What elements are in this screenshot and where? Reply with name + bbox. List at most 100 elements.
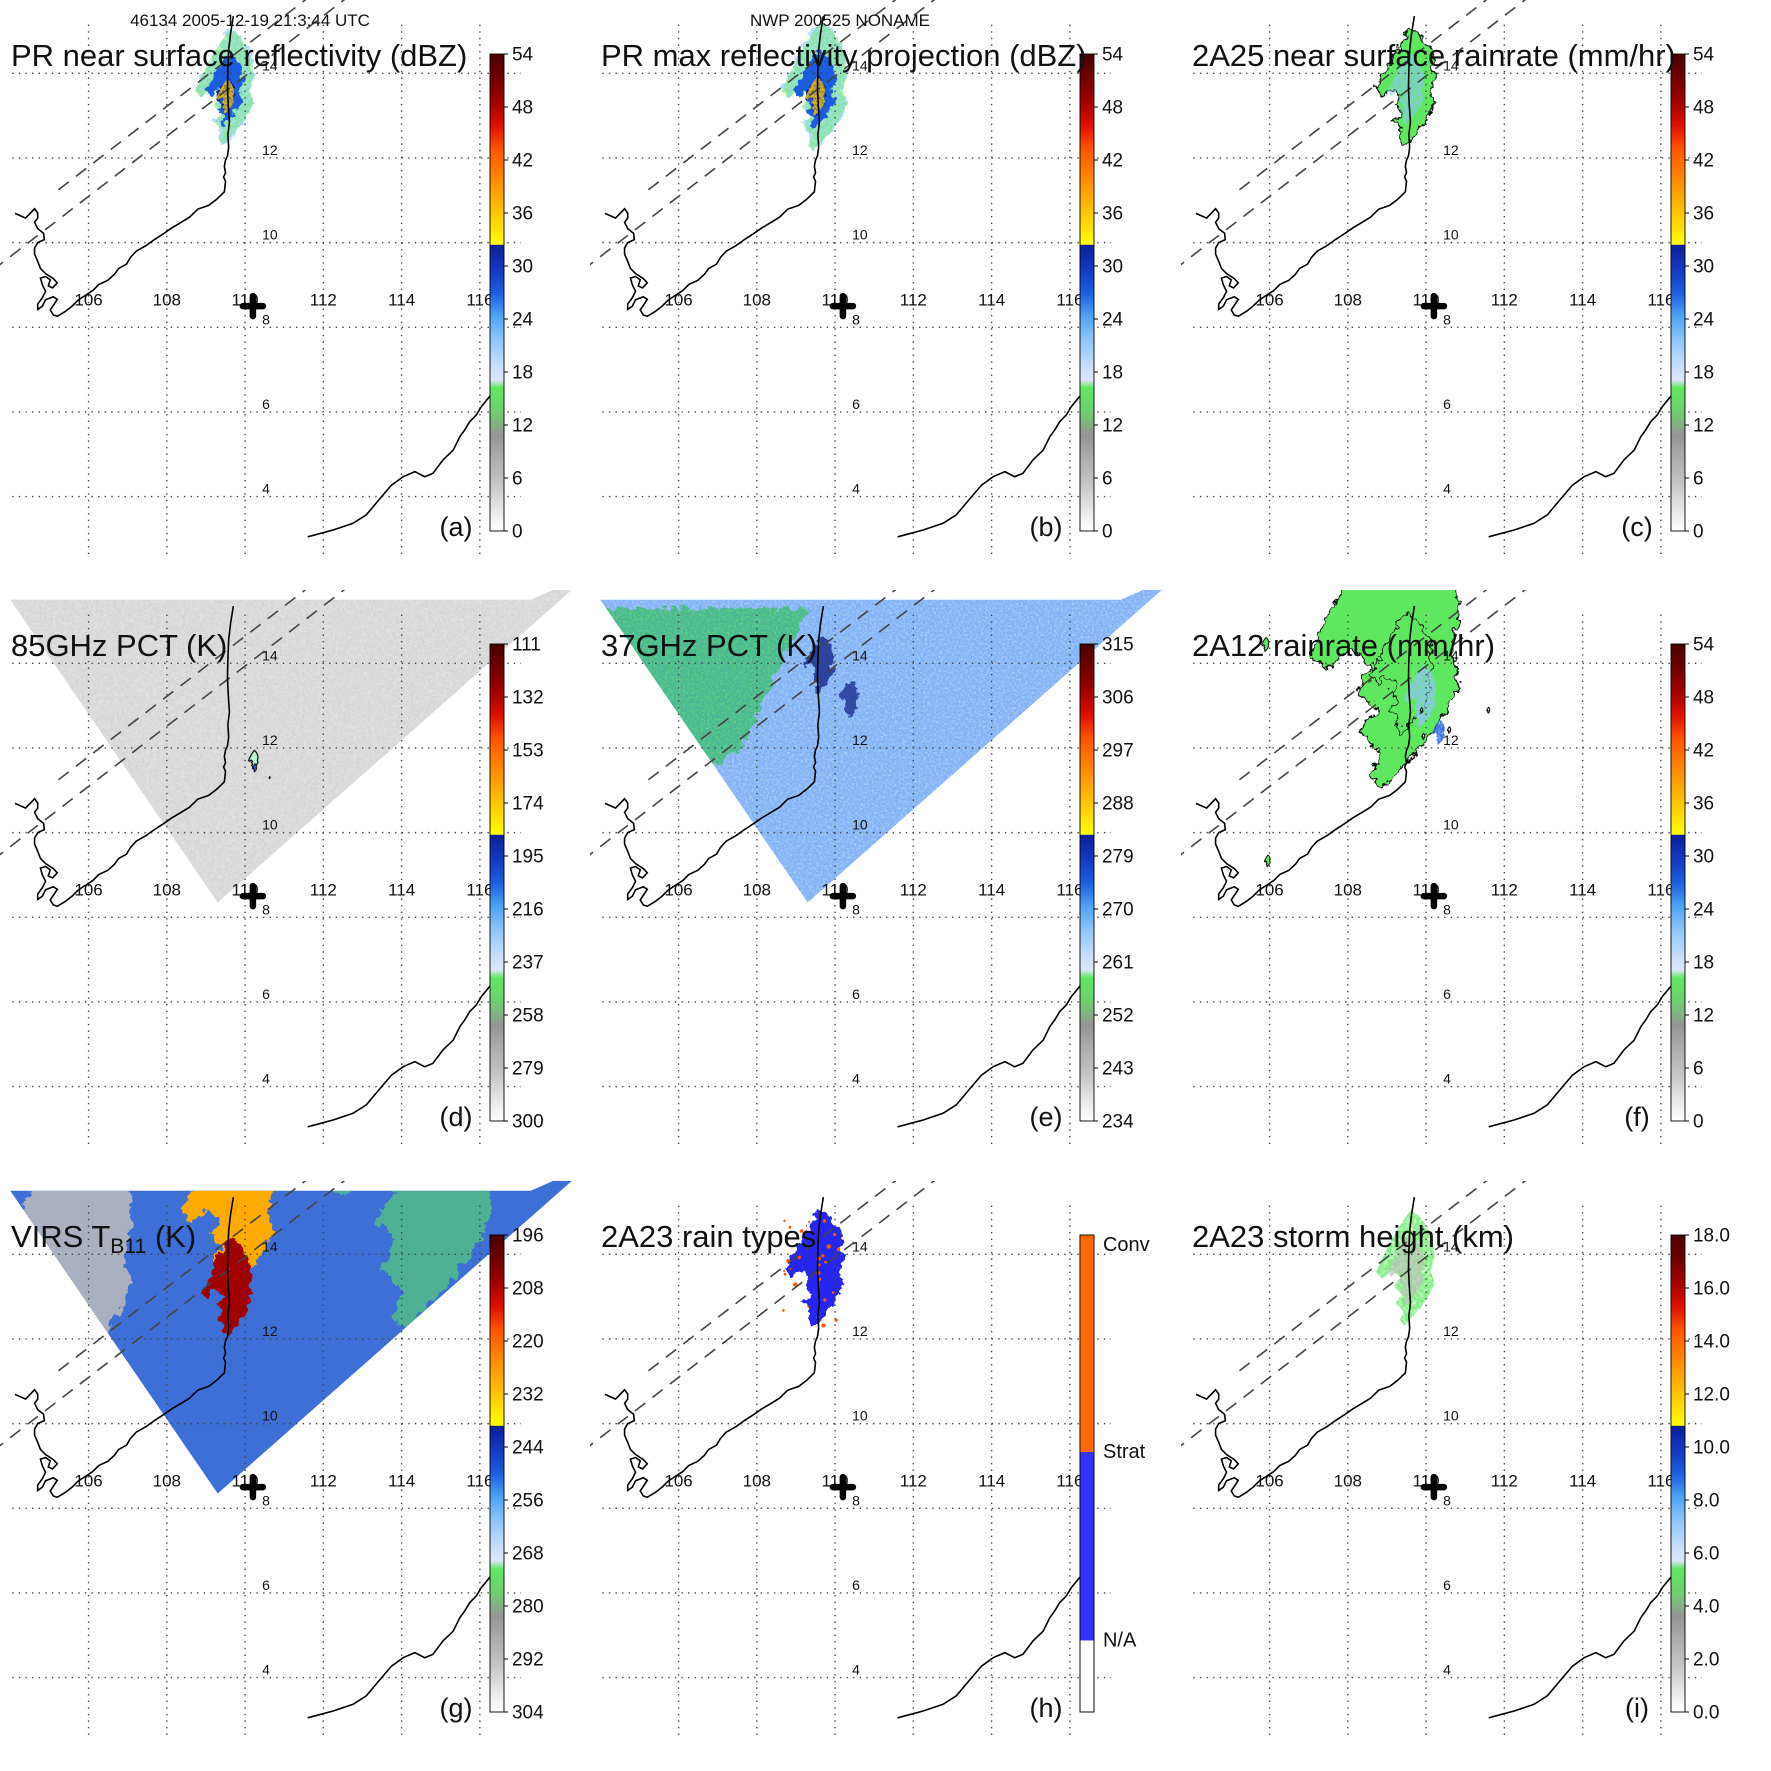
svg-text:114: 114: [388, 290, 415, 309]
svg-text:216: 216: [512, 900, 544, 921]
svg-text:6: 6: [852, 1577, 860, 1593]
svg-text:6: 6: [262, 1577, 270, 1593]
svg-text:4: 4: [262, 1071, 270, 1087]
svg-text:12: 12: [852, 1323, 868, 1339]
svg-text:85GHz PCT (K): 85GHz PCT (K): [11, 628, 227, 663]
svg-text:297: 297: [1102, 741, 1134, 762]
svg-text:(e): (e): [1030, 1102, 1063, 1132]
svg-text:114: 114: [978, 290, 1005, 309]
svg-text:0.0: 0.0: [1693, 1702, 1719, 1723]
svg-text:10: 10: [1443, 1407, 1459, 1423]
svg-text:304: 304: [512, 1702, 544, 1723]
svg-text:244: 244: [512, 1437, 544, 1458]
svg-text:18: 18: [1693, 362, 1714, 383]
svg-text:36: 36: [512, 203, 533, 224]
svg-text:4.0: 4.0: [1693, 1596, 1719, 1617]
svg-text:10: 10: [1443, 817, 1459, 833]
svg-text:195: 195: [512, 847, 544, 868]
svg-text:6: 6: [262, 986, 270, 1002]
svg-text:243: 243: [1102, 1059, 1134, 1080]
svg-text:6: 6: [512, 468, 523, 489]
svg-text:111: 111: [512, 635, 541, 656]
svg-text:6: 6: [262, 396, 270, 412]
svg-text:116: 116: [1057, 1471, 1084, 1490]
svg-text:48: 48: [1693, 97, 1714, 118]
svg-text:112: 112: [310, 1471, 337, 1490]
svg-text:174: 174: [512, 794, 544, 815]
svg-text:114: 114: [1569, 1471, 1596, 1490]
svg-text:2.0: 2.0: [1693, 1649, 1719, 1670]
svg-text:116: 116: [466, 881, 493, 900]
svg-text:2A23 storm height (km): 2A23 storm height (km): [1192, 1219, 1514, 1254]
svg-text:10: 10: [262, 227, 278, 243]
svg-text:(c): (c): [1621, 512, 1652, 542]
svg-text:288: 288: [1102, 794, 1134, 815]
svg-text:116: 116: [466, 1471, 493, 1490]
svg-text:4: 4: [852, 481, 860, 497]
svg-text:196: 196: [512, 1225, 544, 1246]
svg-text:36: 36: [1102, 203, 1123, 224]
svg-text:0: 0: [1693, 1112, 1704, 1133]
svg-text:300: 300: [512, 1112, 544, 1133]
svg-text:116: 116: [1647, 290, 1674, 309]
svg-text:108: 108: [1333, 1471, 1361, 1490]
svg-text:112: 112: [900, 1471, 927, 1490]
svg-text:261: 261: [1102, 953, 1134, 974]
svg-text:8.0: 8.0: [1693, 1490, 1719, 1511]
svg-text:8: 8: [1443, 311, 1451, 327]
svg-text:8: 8: [262, 311, 270, 327]
svg-text:12: 12: [1693, 1006, 1714, 1027]
svg-text:258: 258: [512, 1006, 544, 1027]
svg-text:10: 10: [262, 817, 278, 833]
svg-text:10.0: 10.0: [1693, 1437, 1730, 1458]
svg-text:12: 12: [1443, 142, 1459, 158]
svg-text:30: 30: [512, 256, 533, 277]
svg-text:10: 10: [1443, 227, 1459, 243]
svg-text:24: 24: [1693, 900, 1714, 921]
svg-text:12: 12: [1443, 732, 1459, 748]
svg-text:8: 8: [852, 902, 860, 918]
svg-text:114: 114: [1569, 290, 1596, 309]
svg-text:4: 4: [1443, 481, 1451, 497]
svg-text:(h): (h): [1030, 1693, 1063, 1723]
svg-text:6: 6: [1443, 396, 1451, 412]
svg-text:2A12 rainrate (mm/hr): 2A12 rainrate (mm/hr): [1192, 628, 1495, 663]
svg-text:315: 315: [1102, 635, 1134, 656]
svg-text:12: 12: [512, 415, 533, 436]
svg-text:36: 36: [1693, 794, 1714, 815]
svg-text:10: 10: [262, 1407, 278, 1423]
svg-text:114: 114: [388, 881, 415, 900]
svg-text:24: 24: [1102, 309, 1123, 330]
svg-text:46134 2005-12-19 21:3:44 UTC: 46134 2005-12-19 21:3:44 UTC: [130, 11, 370, 30]
svg-text:114: 114: [978, 1471, 1005, 1490]
svg-text:0: 0: [1102, 521, 1113, 542]
svg-text:116: 116: [1647, 881, 1674, 900]
svg-text:12: 12: [852, 142, 868, 158]
svg-text:114: 114: [388, 1471, 415, 1490]
svg-text:18: 18: [1693, 953, 1714, 974]
svg-text:12: 12: [262, 142, 278, 158]
svg-text:Conv: Conv: [1103, 1234, 1150, 1256]
svg-text:10: 10: [852, 817, 868, 833]
svg-text:48: 48: [512, 97, 533, 118]
svg-text:116: 116: [1057, 881, 1084, 900]
svg-text:116: 116: [1057, 290, 1084, 309]
svg-text:(f): (f): [1624, 1102, 1649, 1132]
svg-text:8: 8: [852, 311, 860, 327]
svg-text:153: 153: [512, 741, 544, 762]
svg-text:108: 108: [743, 1471, 771, 1490]
svg-text:220: 220: [512, 1331, 544, 1352]
svg-text:8: 8: [262, 1492, 270, 1508]
svg-text:116: 116: [466, 290, 493, 309]
svg-text:6: 6: [1443, 986, 1451, 1002]
svg-text:292: 292: [512, 1649, 544, 1670]
svg-text:234: 234: [1102, 1112, 1134, 1133]
svg-text:VIRS TB11 (K): VIRS TB11 (K): [11, 1219, 196, 1258]
svg-text:6: 6: [1102, 468, 1113, 489]
svg-text:30: 30: [1693, 847, 1714, 868]
svg-text:280: 280: [512, 1596, 544, 1617]
svg-text:270: 270: [1102, 900, 1134, 921]
svg-text:6: 6: [852, 396, 860, 412]
svg-text:112: 112: [1490, 1471, 1517, 1490]
svg-text:4: 4: [262, 481, 270, 497]
